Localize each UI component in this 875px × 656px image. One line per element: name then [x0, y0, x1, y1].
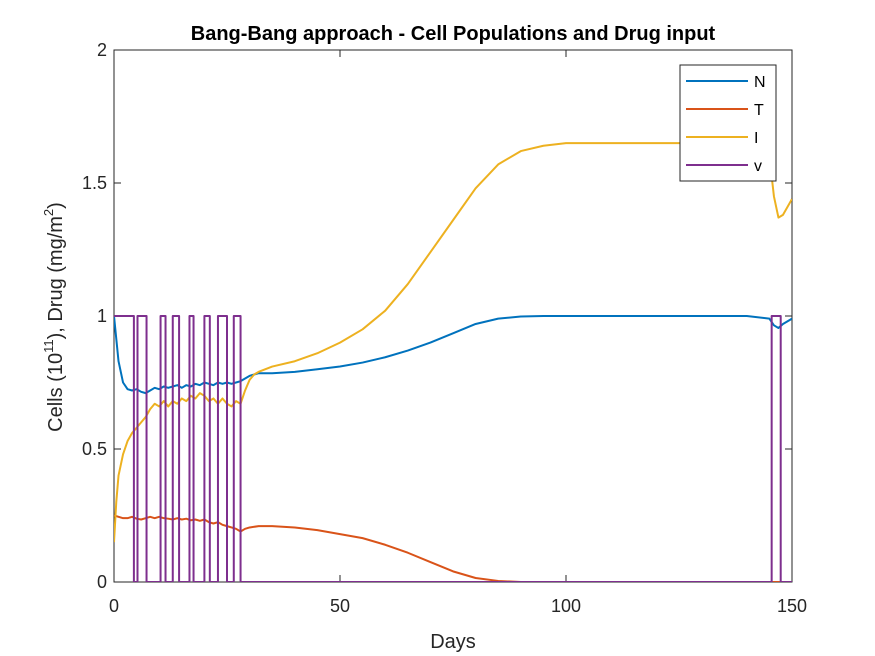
legend-label-I: I	[754, 130, 758, 147]
x-tick-label: 0	[109, 596, 119, 616]
y-tick-label: 1	[97, 306, 107, 326]
y-tick-label: 1.5	[82, 173, 107, 193]
series-line-N	[114, 315, 792, 395]
legend-label-v: v	[754, 158, 762, 175]
x-tick-label: 50	[330, 596, 350, 616]
series-line-I	[114, 142, 792, 543]
y-label-sup-2: 2	[41, 209, 56, 216]
y-label-sup-1: 11	[41, 339, 56, 353]
y-label-part-a: Cells (10	[45, 353, 67, 432]
y-tick-label: 2	[97, 40, 107, 60]
y-tick-label: 0	[97, 572, 107, 592]
legend-box	[679, 64, 777, 182]
chart-title: Bang-Bang approach - Cell Populations an…	[191, 23, 716, 45]
plot-area: 0 50 100 150 0 0.5 1 1.5 2	[82, 40, 807, 616]
series-line-T	[114, 514, 792, 582]
x-tick-label: 100	[551, 596, 581, 616]
series-line-v	[114, 315, 792, 582]
legend-label-T: T	[754, 102, 764, 119]
y-label-part-b: ), Drug (mg/m	[45, 216, 67, 339]
legend-label-N: N	[754, 74, 766, 91]
x-tick-label: 150	[777, 596, 807, 616]
y-tick-label: 0.5	[82, 439, 107, 459]
y-label-part-c: )	[45, 202, 67, 209]
x-axis-label: Days	[430, 631, 476, 653]
y-axis-label: Cells (1011), Drug (mg/m2)	[41, 202, 67, 432]
